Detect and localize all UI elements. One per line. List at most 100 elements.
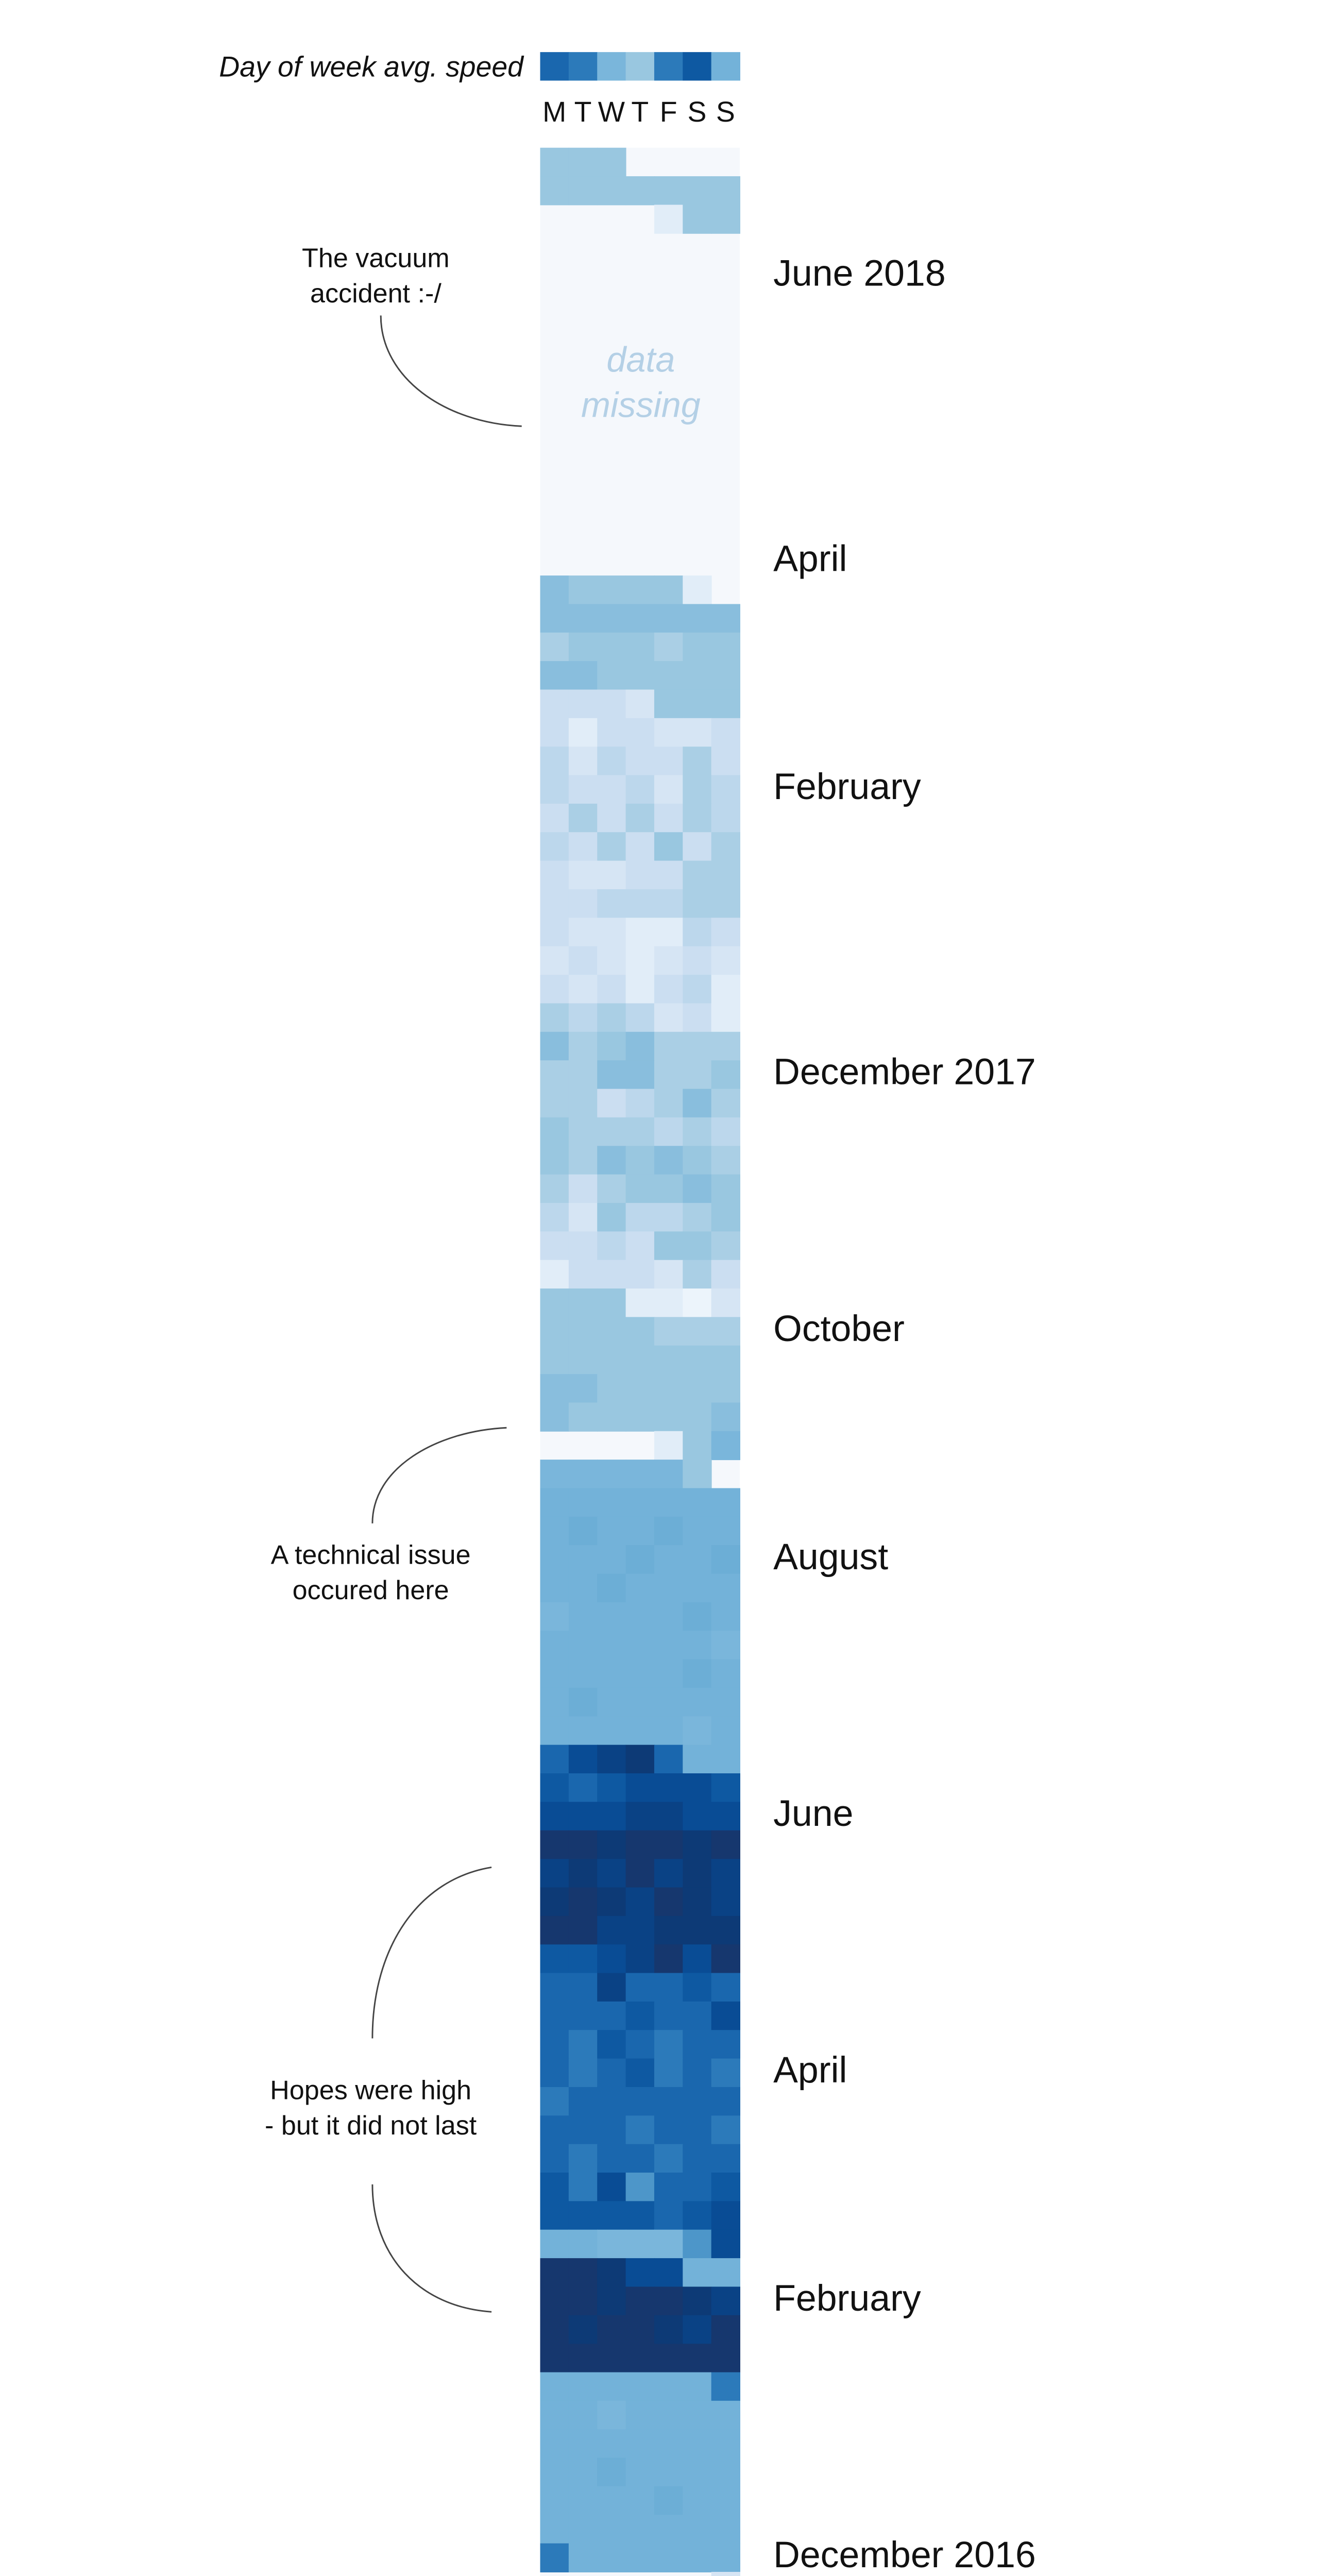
cell	[654, 2344, 684, 2373]
cell	[683, 2286, 712, 2316]
cell	[597, 2458, 626, 2487]
cell	[711, 1231, 740, 1261]
cell	[568, 1830, 598, 1860]
cell	[540, 1402, 569, 1432]
cell	[597, 1174, 626, 1204]
cell	[654, 1374, 684, 1403]
cell	[568, 1859, 598, 1888]
cell	[540, 2515, 569, 2544]
cell	[597, 946, 626, 976]
cell	[597, 1317, 626, 1346]
cell	[683, 1573, 712, 1603]
cell	[597, 2258, 626, 2287]
cell	[540, 1773, 569, 1803]
cell	[625, 1973, 655, 2002]
annotation: accident :-/	[310, 279, 441, 309]
cell	[568, 1402, 598, 1432]
cell	[711, 2543, 740, 2572]
cell	[568, 2286, 598, 2316]
cell	[625, 1687, 655, 1717]
cell	[625, 1288, 655, 1318]
header-cell	[540, 52, 569, 81]
cell	[540, 1573, 569, 1603]
cell	[654, 2001, 684, 2031]
cell	[540, 718, 569, 748]
cell	[683, 1887, 712, 1917]
cell	[683, 2201, 712, 2230]
annotation-curve	[371, 1427, 507, 1523]
cell	[654, 1802, 684, 1831]
cell	[568, 1488, 598, 1517]
cell	[568, 1659, 598, 1688]
cell	[683, 1260, 712, 1289]
cell	[683, 2515, 712, 2544]
cell	[625, 2229, 655, 2259]
cell	[568, 2115, 598, 2145]
cell	[597, 1973, 626, 2002]
cell	[540, 975, 569, 1004]
cell	[683, 2115, 712, 2145]
cell	[711, 1202, 740, 1232]
cell	[597, 1716, 626, 1745]
cell	[625, 2201, 655, 2230]
cell	[597, 1744, 626, 1774]
cell	[597, 860, 626, 890]
cell	[683, 2173, 712, 2202]
cell	[625, 661, 655, 690]
cell	[711, 1687, 740, 1717]
cell	[597, 661, 626, 690]
cell	[625, 1545, 655, 1574]
cell	[711, 2400, 740, 2430]
cell	[568, 1260, 598, 1289]
cell	[568, 2400, 598, 2430]
cell	[540, 918, 569, 947]
cell	[625, 1773, 655, 1803]
cell	[683, 2315, 712, 2345]
cell	[625, 2429, 655, 2459]
cell	[683, 1202, 712, 1232]
cell	[597, 1288, 626, 1318]
cell	[597, 918, 626, 947]
cell	[654, 2258, 684, 2287]
cell	[711, 1887, 740, 1917]
cell	[597, 2344, 626, 2373]
cell	[711, 2458, 740, 2487]
cell	[683, 1773, 712, 1803]
cell	[540, 2144, 569, 2173]
cell	[540, 1202, 569, 1232]
cell	[711, 1773, 740, 1803]
cell	[540, 1374, 569, 1403]
row-label: December 2017	[773, 1052, 1036, 1093]
cell	[654, 1174, 684, 1204]
cell	[597, 2115, 626, 2145]
cell	[540, 2201, 569, 2230]
cell	[625, 2286, 655, 2316]
cell	[597, 2486, 626, 2516]
cell	[568, 1973, 598, 2002]
cell	[711, 2001, 740, 2031]
cell	[654, 689, 684, 719]
cell	[568, 1146, 598, 1175]
cell	[540, 1545, 569, 1574]
cell	[654, 1431, 684, 1461]
cell	[597, 975, 626, 1004]
cell	[540, 1744, 569, 1774]
cell	[568, 1202, 598, 1232]
cell	[654, 1687, 684, 1717]
cell	[568, 1573, 598, 1603]
cell	[683, 1345, 712, 1375]
cell	[683, 1117, 712, 1147]
cell	[568, 1288, 598, 1318]
cell	[625, 860, 655, 890]
cell	[711, 2030, 740, 2059]
cell	[540, 2458, 569, 2487]
cell	[568, 2201, 598, 2230]
cell	[711, 2515, 740, 2544]
cell	[597, 1573, 626, 1603]
cell	[654, 176, 684, 206]
cell	[568, 2058, 598, 2088]
cell	[568, 575, 598, 605]
cell	[683, 1288, 712, 1318]
cell	[568, 1744, 598, 1774]
cell	[711, 889, 740, 919]
